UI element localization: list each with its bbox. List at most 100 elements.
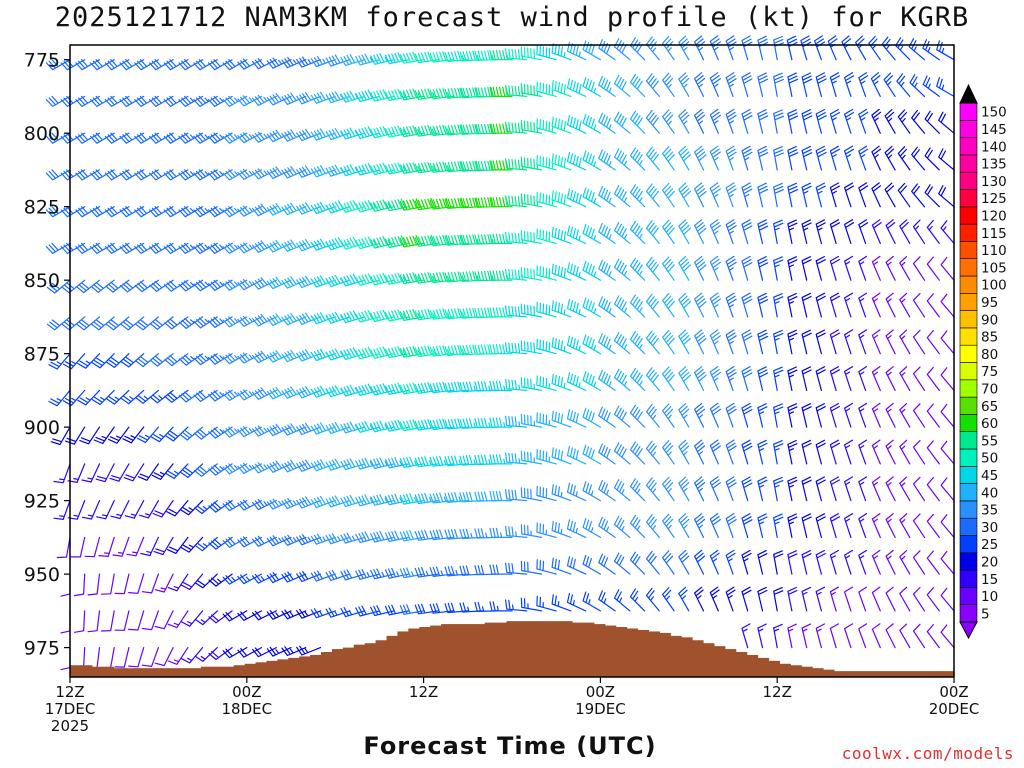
- colorbar-swatch: [959, 587, 978, 606]
- wind-barb: [281, 497, 307, 510]
- wind-barb: [237, 426, 263, 438]
- terrain-layer: [70, 621, 955, 677]
- wind-barb: [505, 525, 528, 538]
- wind-barb: [163, 132, 189, 144]
- wind-barb: [757, 476, 768, 502]
- wind-barb: [645, 146, 660, 171]
- colorbar-bottom-arrow: [959, 621, 978, 640]
- wind-barb: [429, 418, 454, 431]
- wind-barb: [370, 199, 395, 212]
- terrain-column: [310, 654, 322, 677]
- wind-barb: [871, 219, 882, 244]
- wind-barb: [613, 185, 631, 208]
- wind-barb: [613, 74, 631, 97]
- colorbar-label: 65: [981, 399, 998, 415]
- colorbar-swatch: [959, 189, 978, 208]
- wind-barb: [598, 259, 616, 281]
- x-tick-label: 12Z: [763, 683, 792, 701]
- wind-barb: [940, 514, 955, 538]
- wind-barb: [252, 94, 277, 106]
- wind-barb: [45, 206, 71, 218]
- terrain-column: [866, 671, 879, 677]
- wind-barb: [536, 81, 557, 97]
- wind-barb: [709, 329, 721, 355]
- wind-barb: [844, 145, 855, 171]
- wind-barb: [924, 147, 940, 171]
- wind-barb: [149, 242, 174, 254]
- wind-barb: [100, 610, 115, 632]
- wind-barb: [61, 316, 86, 331]
- wind-barb: [181, 647, 204, 664]
- wind-barb: [207, 169, 233, 181]
- terrain-column: [266, 660, 278, 677]
- wind-barb: [252, 462, 277, 474]
- wind-barb: [310, 91, 336, 104]
- source-credit: coolwx.com/models: [841, 744, 1014, 763]
- wind-barb: [520, 156, 543, 171]
- wind-barb: [237, 279, 263, 291]
- wind-barb: [912, 293, 926, 318]
- terrain-column: [713, 646, 726, 677]
- wind-barb: [858, 476, 868, 502]
- wind-barb: [281, 166, 307, 179]
- wind-barb: [613, 442, 631, 465]
- wind-barb: [399, 88, 425, 101]
- wind-barb: [444, 124, 469, 136]
- wind-barb: [582, 591, 601, 612]
- wind-barb: [926, 513, 940, 538]
- wind-barb: [871, 549, 881, 575]
- wind-barb: [551, 116, 572, 134]
- wind-barb: [598, 516, 616, 538]
- terrain-column: [462, 624, 475, 677]
- wind-barb: [180, 536, 204, 553]
- wind-barb: [399, 272, 425, 285]
- wind-barb: [613, 405, 631, 428]
- wind-barb: [104, 242, 130, 254]
- wind-barb: [694, 219, 707, 244]
- wind-barb: [613, 552, 631, 575]
- wind-barb: [489, 160, 513, 171]
- wind-barb: [384, 235, 410, 249]
- wind-barb: [884, 109, 896, 134]
- wind-barb: [100, 573, 115, 595]
- wind-barb: [104, 95, 130, 107]
- wind-barb: [678, 586, 690, 612]
- wind-barb: [104, 132, 130, 144]
- wind-barb: [370, 605, 395, 617]
- wind-barb: [757, 623, 767, 649]
- wind-barb: [598, 333, 616, 355]
- wind-barb: [787, 366, 798, 391]
- wind-barb: [629, 147, 646, 171]
- wind-barb: [566, 151, 587, 171]
- wind-barb: [536, 191, 557, 208]
- wind-barb: [414, 308, 439, 321]
- wind-barb: [858, 586, 868, 612]
- wind-barb: [709, 513, 721, 538]
- colorbar-swatch: [959, 206, 978, 225]
- wind-barb: [922, 75, 940, 97]
- wind-barb: [429, 603, 454, 614]
- wind-barb: [149, 132, 174, 144]
- wind-barb: [399, 125, 425, 138]
- wind-barb: [829, 182, 840, 208]
- colorbar-swatch: [959, 396, 978, 415]
- wind-barb: [489, 50, 513, 61]
- wind-barb: [899, 292, 911, 318]
- wind-barb: [505, 158, 528, 171]
- terrain-column: [604, 625, 617, 677]
- wind-barb: [60, 132, 86, 144]
- wind-barb: [414, 161, 439, 174]
- wind-barb: [459, 307, 484, 319]
- wind-barb: [801, 403, 812, 428]
- wind-barb: [801, 109, 813, 134]
- terrain-column: [921, 671, 933, 677]
- wind-barb: [940, 367, 955, 391]
- wind-barb: [266, 313, 292, 326]
- wind-barb: [165, 463, 189, 479]
- wind-barb: [899, 623, 911, 649]
- terrain-column: [626, 628, 639, 677]
- wind-barb: [598, 443, 616, 465]
- wind-barb: [940, 477, 955, 502]
- wind-barb: [662, 329, 675, 355]
